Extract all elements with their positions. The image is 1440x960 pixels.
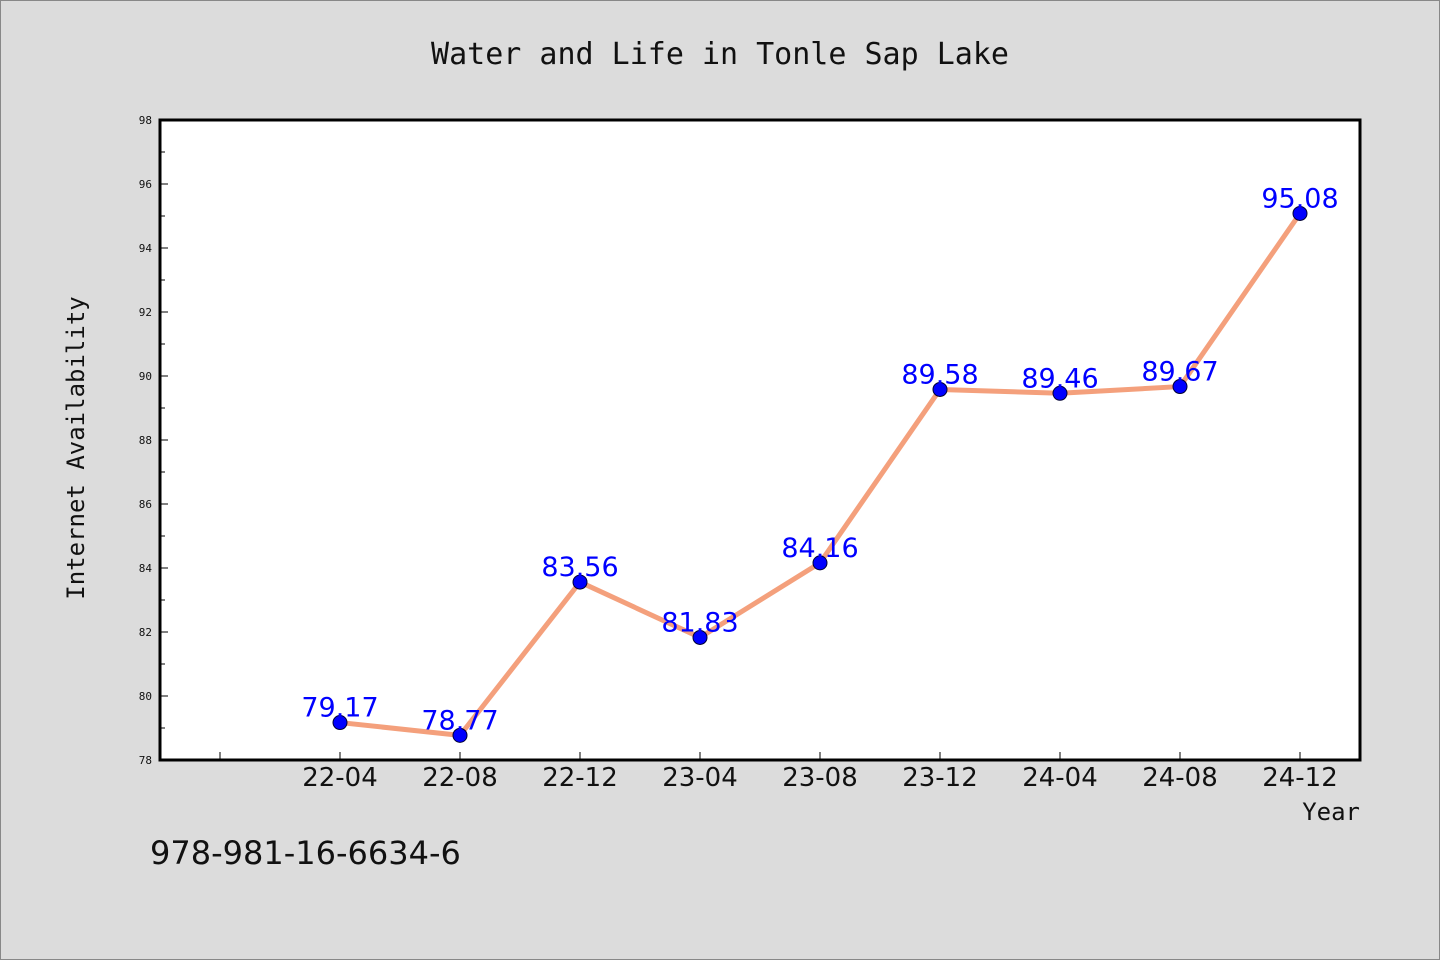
x-axis: 22-04 22-08 22-12 23-04 23-08 23-12 24-04 24-08… xyxy=(219,752,1338,793)
x-axis-label: Year xyxy=(1302,798,1360,826)
y-tick-label: 82 xyxy=(139,626,152,639)
data-label: 81.83 xyxy=(661,607,738,638)
y-axis: 78 80 82 84 86 88 90 92 94 96 98 xyxy=(139,114,168,767)
x-tick-label: 24-04 xyxy=(1022,763,1098,793)
x-tick-label: 22-04 xyxy=(302,763,378,793)
data-label: 89.46 xyxy=(1021,363,1098,394)
data-point xyxy=(1172,379,1188,395)
data-points xyxy=(332,205,1308,743)
data-label: 89.58 xyxy=(901,359,978,390)
data-point xyxy=(452,727,468,743)
x-tick-label: 23-04 xyxy=(662,763,738,793)
y-tick-label: 92 xyxy=(139,306,152,319)
x-tick-label: 22-12 xyxy=(542,763,618,793)
y-tick-label: 84 xyxy=(139,562,153,575)
data-point xyxy=(812,555,828,571)
x-tick-label: 22-08 xyxy=(422,763,498,793)
y-tick-label: 86 xyxy=(139,498,152,511)
data-point xyxy=(1292,205,1308,221)
data-point xyxy=(692,629,708,645)
x-tick-label: 24-12 xyxy=(1262,763,1338,793)
y-tick-label: 78 xyxy=(139,754,152,767)
data-label: 79.17 xyxy=(301,693,378,724)
y-tick-label: 80 xyxy=(139,690,152,703)
data-label: 83.56 xyxy=(541,552,618,583)
data-point xyxy=(932,381,948,397)
y-tick-label: 88 xyxy=(139,434,152,447)
x-tick-label: 23-08 xyxy=(782,763,858,793)
y-tick-label: 98 xyxy=(139,114,152,127)
data-point xyxy=(1052,385,1068,401)
data-label: 84.16 xyxy=(781,533,858,564)
y-tick-label: 94 xyxy=(139,242,153,255)
data-label: 78.77 xyxy=(421,705,498,736)
x-tick-label: 23-12 xyxy=(902,763,978,793)
y-axis-label: Internet Availability xyxy=(62,296,90,599)
data-labels: 79.17 78.77 83.56 81.83 84.16 89.58 89.46 89.67… xyxy=(301,183,1338,736)
plot-area xyxy=(158,118,1362,762)
y-tick-label: 90 xyxy=(139,370,152,383)
data-label: 95.08 xyxy=(1261,183,1338,214)
chart-title: Water and Life in Tonle Sap Lake xyxy=(431,37,1009,72)
x-tick-label: 24-08 xyxy=(1142,763,1218,793)
isbn-annotation: 978-981-16-6634-6 xyxy=(150,834,461,872)
data-point xyxy=(332,715,348,731)
data-label: 89.67 xyxy=(1141,357,1218,388)
data-point xyxy=(572,574,588,590)
y-tick-label: 96 xyxy=(139,178,152,191)
